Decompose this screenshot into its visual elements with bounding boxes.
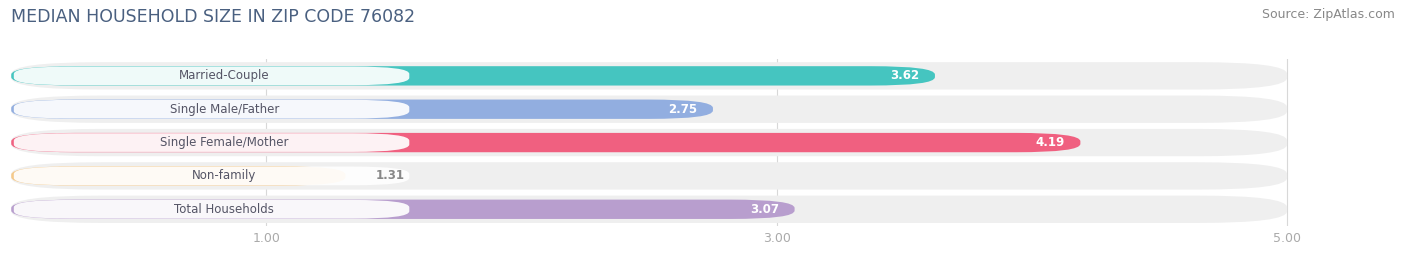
Text: MEDIAN HOUSEHOLD SIZE IN ZIP CODE 76082: MEDIAN HOUSEHOLD SIZE IN ZIP CODE 76082 [11, 8, 415, 26]
FancyBboxPatch shape [11, 162, 1286, 190]
FancyBboxPatch shape [11, 166, 346, 186]
Text: 3.62: 3.62 [890, 69, 920, 82]
Text: 4.19: 4.19 [1036, 136, 1066, 149]
FancyBboxPatch shape [14, 66, 409, 85]
FancyBboxPatch shape [11, 196, 1286, 223]
Text: Non-family: Non-family [193, 169, 256, 182]
FancyBboxPatch shape [11, 200, 794, 219]
FancyBboxPatch shape [11, 100, 713, 119]
Text: Single Male/Father: Single Male/Father [170, 103, 278, 116]
FancyBboxPatch shape [14, 167, 409, 185]
Text: Single Female/Mother: Single Female/Mother [160, 136, 288, 149]
FancyBboxPatch shape [11, 95, 1286, 123]
FancyBboxPatch shape [11, 129, 1286, 156]
Text: Married-Couple: Married-Couple [179, 69, 270, 82]
FancyBboxPatch shape [11, 62, 1286, 90]
Text: 2.75: 2.75 [668, 103, 697, 116]
FancyBboxPatch shape [14, 200, 409, 219]
FancyBboxPatch shape [14, 100, 409, 119]
Text: 1.31: 1.31 [377, 169, 405, 182]
FancyBboxPatch shape [14, 133, 409, 152]
Text: Total Households: Total Households [174, 203, 274, 216]
FancyBboxPatch shape [11, 66, 935, 86]
Text: 3.07: 3.07 [751, 203, 779, 216]
FancyBboxPatch shape [11, 133, 1080, 152]
Text: Source: ZipAtlas.com: Source: ZipAtlas.com [1261, 8, 1395, 21]
